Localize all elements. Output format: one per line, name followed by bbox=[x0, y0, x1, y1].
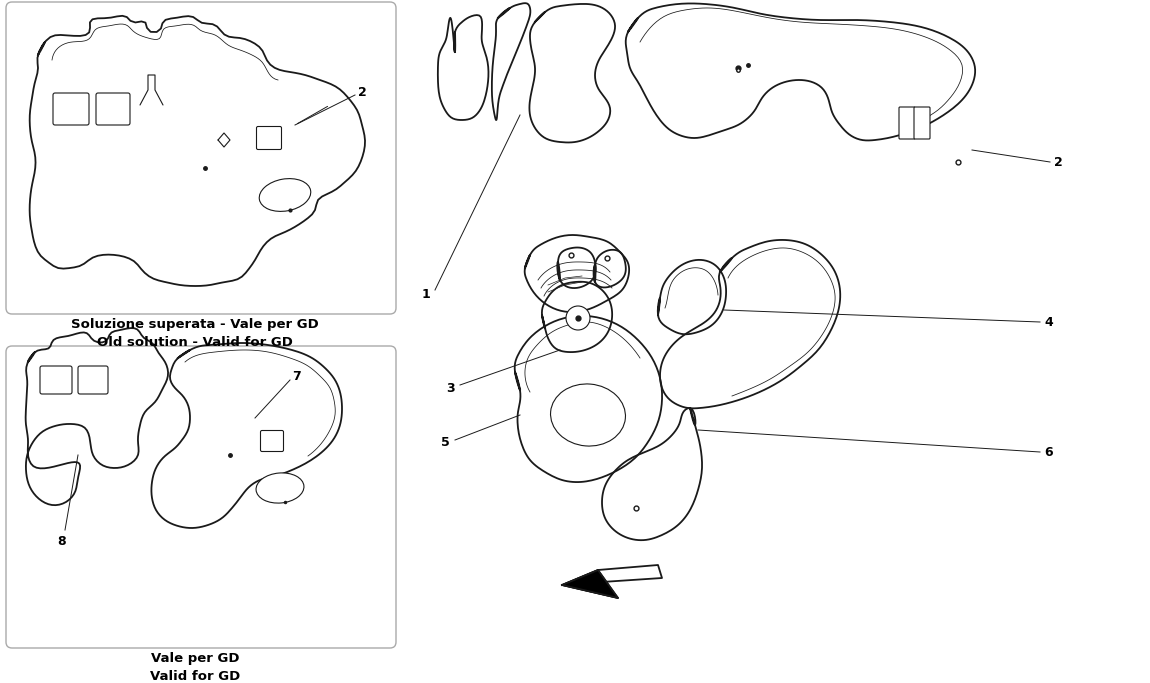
FancyBboxPatch shape bbox=[261, 430, 284, 451]
Text: Vale per GD
Valid for GD: Vale per GD Valid for GD bbox=[150, 652, 240, 683]
FancyBboxPatch shape bbox=[914, 107, 930, 139]
Text: Soluzione superata - Vale per GD
Old solution - Valid for GD: Soluzione superata - Vale per GD Old sol… bbox=[71, 318, 319, 349]
FancyBboxPatch shape bbox=[6, 2, 396, 314]
Ellipse shape bbox=[256, 473, 304, 503]
Text: 3: 3 bbox=[446, 382, 455, 395]
FancyBboxPatch shape bbox=[78, 366, 108, 394]
FancyBboxPatch shape bbox=[6, 346, 396, 648]
FancyBboxPatch shape bbox=[256, 126, 282, 150]
Text: 4: 4 bbox=[1044, 316, 1052, 329]
FancyBboxPatch shape bbox=[95, 93, 130, 125]
Ellipse shape bbox=[259, 179, 310, 212]
Circle shape bbox=[566, 306, 590, 330]
Polygon shape bbox=[562, 570, 618, 598]
Ellipse shape bbox=[551, 384, 626, 446]
FancyBboxPatch shape bbox=[53, 93, 89, 125]
Text: 1: 1 bbox=[421, 288, 430, 301]
Text: 8: 8 bbox=[58, 535, 67, 548]
Text: 7: 7 bbox=[292, 370, 301, 383]
Text: 2: 2 bbox=[1055, 156, 1063, 169]
Text: 2: 2 bbox=[358, 87, 367, 100]
Text: 6: 6 bbox=[1044, 445, 1052, 458]
Polygon shape bbox=[562, 565, 662, 598]
FancyBboxPatch shape bbox=[899, 107, 915, 139]
Text: 5: 5 bbox=[442, 436, 450, 449]
FancyBboxPatch shape bbox=[40, 366, 72, 394]
